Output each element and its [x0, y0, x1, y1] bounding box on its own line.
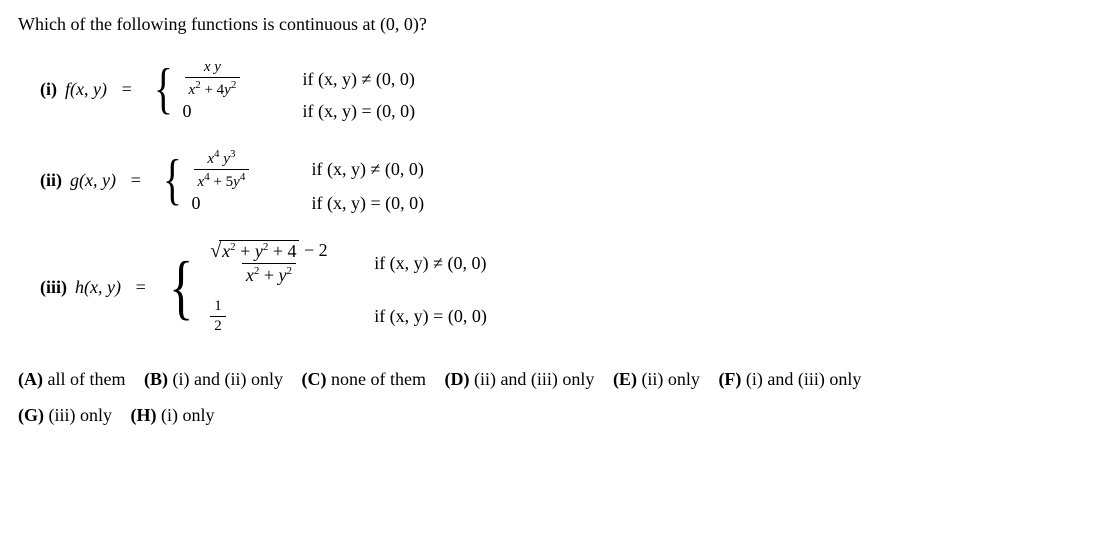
plus: +	[236, 241, 255, 261]
condition: if (x, y) = (0, 0)	[303, 101, 416, 122]
function-iii-lhs: h(x, y) =	[75, 277, 156, 298]
function-ii-lhs: g(x, y) =	[70, 170, 151, 191]
function-ii-case2: 0 if (x, y) = (0, 0)	[192, 193, 425, 214]
term: x	[246, 265, 254, 285]
function-ii-label: (ii)	[40, 170, 62, 191]
condition: if (x, y) ≠ (0, 0)	[312, 159, 424, 180]
denominator: x2 + y2	[242, 263, 296, 286]
answer-d: (D) (ii) and (iii) only	[444, 369, 594, 389]
numerator: √ x2 + y2 + 4 − 2	[206, 240, 331, 263]
plus: + 4	[201, 82, 224, 98]
numerator: 1	[210, 298, 226, 316]
exp: 2	[231, 79, 237, 91]
condition: if (x, y) = (0, 0)	[312, 193, 425, 214]
equals: =	[120, 170, 150, 190]
answer-key: (D)	[444, 369, 469, 389]
fraction-half: 1 2	[210, 298, 226, 335]
lhs-text: h(x, y)	[75, 277, 121, 297]
answer-key: (E)	[613, 369, 637, 389]
den-term: y	[224, 82, 231, 98]
answer-text: (i) only	[157, 405, 215, 425]
answer-key: (F)	[718, 369, 741, 389]
function-ii-case1: x4 y3 x4 + 5y4 if (x, y) ≠ (0, 0)	[192, 146, 425, 193]
equals: =	[125, 277, 155, 297]
equals: =	[111, 79, 141, 99]
answer-c: (C) none of them	[301, 369, 425, 389]
answer-key: (H)	[131, 405, 157, 425]
function-i-label: (i)	[40, 79, 57, 100]
question-text: Which of the following functions is cont…	[18, 14, 1100, 35]
lhs-text: g(x, y)	[70, 170, 116, 190]
answer-h: (H) (i) only	[131, 405, 215, 425]
fraction: x y x2 + 4y2	[185, 59, 241, 99]
answer-text: (i) and (ii) only	[168, 369, 283, 389]
fraction: x4 y3 x4 + 5y4	[194, 148, 250, 191]
brace-icon: {	[154, 67, 173, 112]
function-ii: (ii) g(x, y) = { x4 y3 x4 + 5y4 if	[40, 146, 1100, 214]
expr-zero: 0	[183, 101, 303, 122]
function-i: (i) f(x, y) = { x y x2 + 4y2 if (x, y) ≠…	[40, 57, 1100, 122]
brace-icon: {	[163, 158, 182, 203]
function-i-lhs: f(x, y) =	[65, 79, 142, 100]
answer-text: (ii) only	[637, 369, 700, 389]
function-i-case2: 0 if (x, y) = (0, 0)	[183, 101, 416, 122]
sqrt: √ x2 + y2 + 4	[210, 240, 299, 262]
denominator: 2	[210, 316, 226, 335]
numerator: x4 y3	[203, 148, 239, 169]
answer-a: (A) all of them	[18, 369, 125, 389]
answer-b: (B) (i) and (ii) only	[144, 369, 283, 389]
answer-f: (F) (i) and (iii) only	[718, 369, 861, 389]
num-term: y	[220, 151, 230, 167]
denominator: x4 + 5y4	[194, 169, 250, 191]
answer-e: (E) (ii) only	[613, 369, 700, 389]
answer-key: (B)	[144, 369, 168, 389]
answer-key: (G)	[18, 405, 44, 425]
plus: +	[259, 265, 278, 285]
function-iii-case1: √ x2 + y2 + 4 − 2 x2 + y2 if (x, y) ≠ (0…	[204, 238, 487, 288]
condition: if (x, y) ≠ (0, 0)	[374, 253, 486, 274]
condition: if (x, y) ≠ (0, 0)	[303, 69, 415, 90]
answer-key: (A)	[18, 369, 43, 389]
lhs-text: f(x, y)	[65, 79, 107, 99]
function-iii-case2: 1 2 if (x, y) = (0, 0)	[204, 296, 487, 337]
answer-g: (G) (iii) only	[18, 405, 112, 425]
answer-text: all of them	[43, 369, 125, 389]
answer-text: (i) and (iii) only	[741, 369, 861, 389]
expr-zero: 0	[192, 193, 312, 214]
plus: + 5	[210, 174, 233, 190]
function-iii-label: (iii)	[40, 277, 67, 298]
answer-text: (ii) and (iii) only	[469, 369, 594, 389]
answer-key: (C)	[301, 369, 326, 389]
den-term: y	[233, 174, 240, 190]
exp: 2	[286, 265, 292, 277]
answer-text: (iii) only	[44, 405, 112, 425]
minus-two: − 2	[299, 240, 327, 260]
plus: + 4	[268, 241, 296, 261]
condition: if (x, y) = (0, 0)	[374, 306, 487, 327]
term: x	[222, 241, 230, 261]
sqrt-icon: √	[210, 241, 221, 261]
answer-choices: (A) all of them (B) (i) and (ii) only (C…	[18, 361, 1100, 433]
exp: 4	[240, 171, 246, 183]
function-iii: (iii) h(x, y) = { √ x2 + y2 + 4	[40, 238, 1100, 337]
brace-icon: {	[169, 259, 193, 317]
numerator: x y	[200, 59, 225, 77]
denominator: x2 + 4y2	[185, 77, 241, 99]
term: y	[255, 241, 263, 261]
exp: 3	[230, 148, 236, 160]
fraction: √ x2 + y2 + 4 − 2 x2 + y2	[206, 240, 331, 286]
answer-text: none of them	[326, 369, 425, 389]
function-i-case1: x y x2 + 4y2 if (x, y) ≠ (0, 0)	[183, 57, 416, 101]
